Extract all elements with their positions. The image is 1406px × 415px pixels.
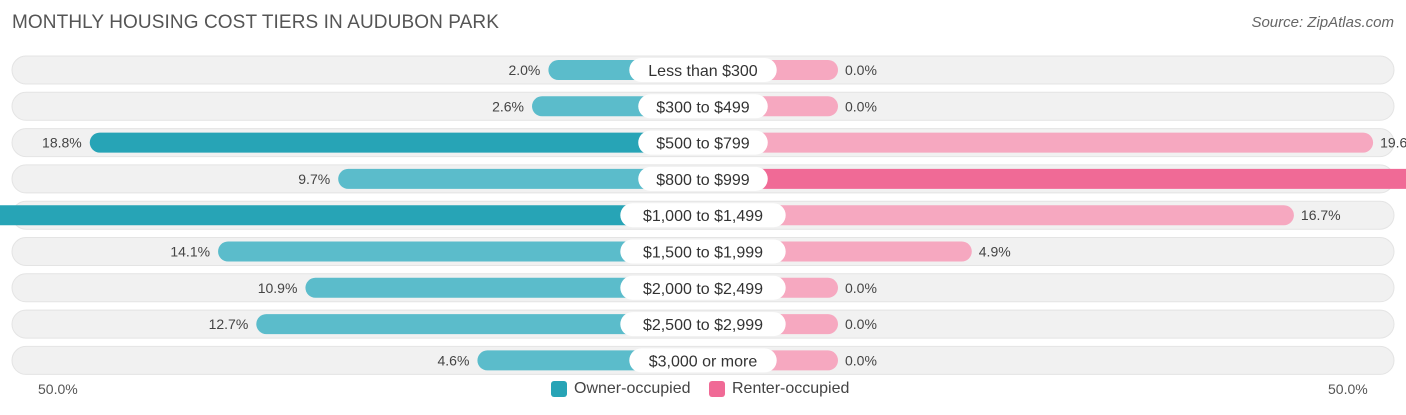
owner-value-label: 12.7% (209, 316, 249, 332)
category-pill (620, 203, 786, 228)
category-pill (620, 239, 786, 264)
legend-owner: Owner-occupied (551, 380, 691, 398)
category-label: $1,500 to $1,999 (643, 245, 763, 262)
category-pill (638, 94, 768, 119)
category-pill (638, 130, 768, 155)
renter-value-label: 0.0% (845, 352, 877, 368)
renter-bar (703, 168, 1406, 189)
category-label: $2,500 to $2,999 (643, 317, 763, 334)
owner-value-label: 2.0% (508, 62, 540, 78)
legend-renter-swatch (709, 381, 725, 397)
owner-value-label: 18.8% (42, 135, 82, 151)
owner-value-label: 14.1% (170, 244, 210, 260)
renter-bar (703, 205, 1294, 226)
chart-source: Source: ZipAtlas.com (1251, 14, 1394, 31)
owner-bar (218, 241, 703, 262)
owner-bar (0, 205, 703, 226)
category-label: $3,000 or more (649, 353, 758, 370)
category-label: $1,000 to $1,499 (643, 208, 763, 225)
renter-value-label: 0.0% (845, 62, 877, 78)
category-label: Less than $300 (648, 63, 758, 80)
axis-left-label: 50.0% (38, 381, 78, 397)
category-pill (620, 275, 786, 300)
category-pill (629, 348, 777, 373)
axis-right-label: 50.0% (1328, 381, 1368, 397)
owner-value-label: 2.6% (492, 98, 524, 114)
renter-value-label: 0.0% (845, 316, 877, 332)
legend-renter: Renter-occupied (709, 380, 849, 398)
category-pill (620, 312, 786, 337)
category-pill (638, 166, 768, 191)
category-label: $300 to $499 (656, 99, 750, 116)
category-label: $800 to $999 (656, 172, 750, 189)
owner-bar (338, 168, 703, 189)
owner-value-label: 9.7% (298, 171, 330, 187)
renter-value-label: 4.9% (979, 244, 1011, 260)
renter-value-label: 0.0% (845, 98, 877, 114)
renter-bar (703, 132, 1374, 153)
renter-value-label: 16.7% (1301, 207, 1341, 223)
legend-renter-label: Renter-occupied (732, 380, 850, 397)
renter-value-label: 19.6% (1380, 135, 1406, 151)
renter-value-label: 0.0% (845, 280, 877, 296)
category-label: $2,000 to $2,499 (643, 281, 763, 298)
owner-bar (89, 132, 703, 153)
owner-value-label: 4.6% (437, 352, 469, 368)
owner-value-label: 10.9% (258, 280, 298, 296)
legend: Owner-occupied Renter-occupied (0, 380, 1406, 400)
legend-owner-label: Owner-occupied (574, 380, 691, 397)
legend-owner-swatch (551, 381, 567, 397)
chart-title: MONTHLY HOUSING COST TIERS IN AUDUBON PA… (12, 12, 500, 33)
category-pill (629, 58, 777, 82)
owner-bar (305, 277, 703, 298)
category-label: $500 to $799 (656, 136, 750, 153)
owner-bar (256, 314, 703, 335)
